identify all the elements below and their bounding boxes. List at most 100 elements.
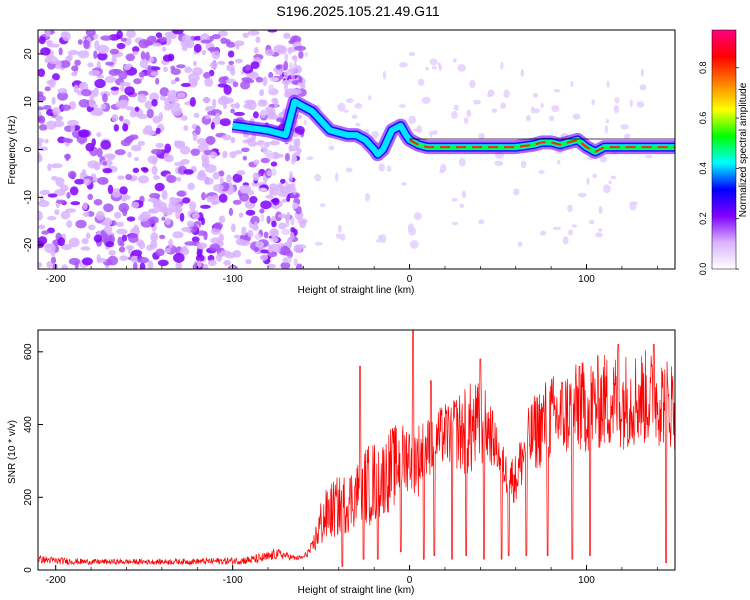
heatmap-noise-blob — [153, 175, 160, 180]
heatmap-noise-blob — [211, 33, 221, 40]
heatmap-noise-blob — [281, 229, 291, 235]
heatmap-noise-blob — [223, 84, 232, 95]
heatmap-noise-blob — [57, 91, 69, 101]
heatmap-ridge — [231, 94, 675, 162]
heatmap-noise-blob — [416, 125, 422, 134]
heatmap-noise-blob — [557, 159, 561, 165]
heatmap-noise-blob — [431, 65, 437, 70]
heatmap-noise-blob — [293, 244, 303, 253]
heatmap-noise-blob — [466, 109, 472, 118]
heatmap-noise-blob — [289, 62, 293, 70]
heatmap-noise-blob — [87, 224, 96, 231]
heatmap-noise-blob — [227, 50, 235, 58]
heatmap-noise-blob — [458, 157, 466, 167]
heatmap-noise-blob — [137, 175, 150, 184]
heatmap-noise-blob — [46, 40, 53, 45]
heatmap-noise-blob — [487, 89, 495, 97]
heatmap-noise-blob — [134, 106, 140, 112]
heatmap-noise-blob — [87, 193, 94, 201]
heatmap-noise-blob — [154, 182, 165, 192]
heatmap-noise-blob — [176, 92, 186, 99]
heatmap-noise-blob — [139, 262, 146, 269]
heatmap-noise-blob — [255, 76, 264, 83]
heatmap-noise-blob — [199, 204, 211, 209]
heatmap-noise-blob — [284, 71, 289, 80]
heatmap-noise-blob — [287, 46, 292, 55]
snr-y-tick-label: 400 — [23, 416, 34, 433]
heatmap-noise-blob — [93, 50, 98, 60]
heatmap-noise-blob — [252, 111, 259, 119]
heatmap-noise-blob — [138, 241, 146, 250]
heatmap-noise-blob — [52, 263, 58, 269]
heatmap-noise-blob — [51, 96, 56, 105]
heatmap-noise-blob — [107, 184, 114, 195]
heatmap-noise-blob — [263, 231, 269, 239]
heatmap-noise-blob — [150, 239, 158, 250]
heatmap-noise-blob — [164, 143, 172, 154]
heatmap-noise-blob — [38, 152, 42, 163]
heatmap-noise-blob — [303, 119, 307, 126]
heatmap-noise-blob — [407, 223, 415, 233]
heatmap-noise-blob — [606, 80, 610, 89]
heatmap-noise-blob — [96, 147, 103, 158]
snr-x-tick-label: -200 — [46, 575, 66, 586]
heatmap-noise-blob — [48, 43, 60, 48]
heatmap-noise-blob — [540, 102, 544, 109]
heatmap-noise-blob — [38, 106, 45, 111]
heatmap-noise-blob — [196, 172, 208, 181]
heatmap-noise-blob — [295, 263, 303, 269]
heatmap-noise-blob — [38, 146, 49, 151]
heatmap-noise-blob — [494, 160, 504, 167]
heatmap-noise-blob — [283, 60, 289, 71]
heatmap-noise-blob — [181, 34, 192, 45]
heatmap-noise-blob — [337, 102, 346, 112]
heatmap-noise-blob — [552, 226, 562, 231]
heatmap-noise-blob — [624, 133, 631, 140]
heatmap-noise-blob — [38, 94, 46, 102]
heatmap-noise-blob — [93, 234, 103, 243]
heatmap-noise-blob — [93, 198, 103, 206]
heatmap-noise-blob — [204, 114, 211, 120]
heatmap-x-tick-label: 100 — [578, 274, 595, 285]
heatmap-noise-blob — [147, 155, 159, 164]
heatmap-noise-blob — [123, 64, 131, 71]
heatmap-noise-blob — [232, 173, 243, 183]
heatmap-noise-blob — [244, 99, 256, 105]
heatmap-noise-blob — [371, 130, 379, 139]
heatmap-noise-blob — [38, 142, 43, 147]
heatmap-noise-blob — [262, 146, 269, 155]
heatmap-noise-blob — [230, 108, 235, 114]
heatmap-noise-blob — [138, 39, 150, 49]
heatmap-noise-blob — [213, 222, 223, 230]
heatmap-noise-blob — [126, 30, 136, 39]
heatmap-noise-blob — [212, 98, 217, 109]
heatmap-noise-blob — [570, 81, 574, 88]
heatmap-noise-blob — [71, 71, 78, 77]
heatmap-noise-blob — [234, 234, 241, 239]
heatmap-noise-blob — [93, 87, 99, 97]
heatmap-noise-blob — [364, 192, 371, 202]
heatmap-noise-blob — [293, 55, 298, 64]
heatmap-noise-blob — [266, 263, 277, 269]
heatmap-noise-blob — [608, 180, 612, 184]
heatmap-noise-blob — [244, 64, 252, 71]
heatmap-noise-blob — [239, 192, 250, 202]
heatmap-noise-blob — [173, 161, 185, 167]
heatmap-noise-blob — [288, 174, 293, 183]
heatmap-noise-blob — [118, 246, 126, 253]
heatmap-noise-blob — [48, 56, 59, 65]
heatmap-noise-blob — [132, 51, 139, 56]
heatmap-noise-blob — [119, 186, 128, 195]
heatmap-noise-blob — [103, 225, 113, 234]
heatmap-noise-blob — [210, 121, 215, 130]
heatmap-noise-blob — [290, 217, 295, 226]
heatmap-noise-blob — [150, 71, 159, 77]
heatmap-noise-blob — [118, 202, 130, 213]
heatmap-noise-blob — [620, 123, 629, 130]
heatmap-noise-blob — [87, 160, 100, 169]
heatmap-noise-blob — [197, 260, 202, 268]
heatmap-noise-blob — [598, 228, 603, 232]
heatmap-noise-blob — [68, 257, 81, 266]
